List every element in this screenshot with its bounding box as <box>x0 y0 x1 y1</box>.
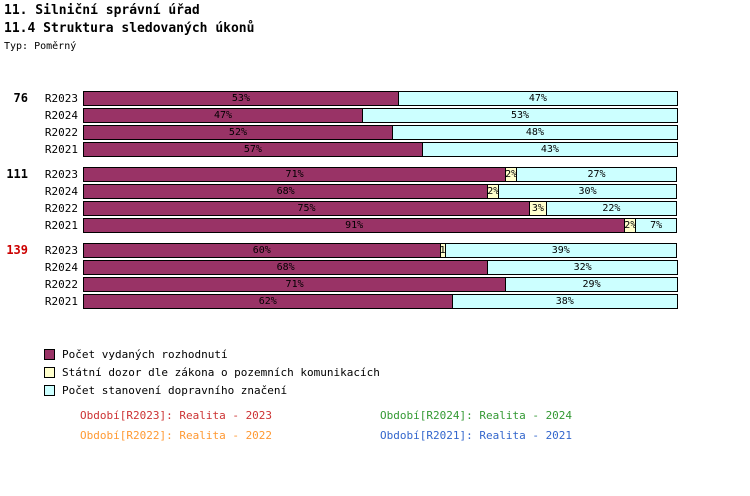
chart-row: R2024 68% 32% <box>0 260 750 275</box>
period-label: R2021 <box>44 143 78 156</box>
group-total-label <box>0 294 28 309</box>
group-total-label <box>0 184 28 199</box>
bar-segment: 53% <box>83 91 399 106</box>
legend-swatch <box>44 384 55 396</box>
chart-subtitle: 11.4 Struktura sledovaných úkonů <box>4 21 255 36</box>
period-label: R2023 <box>44 92 78 105</box>
bar-segment: 39% <box>444 243 677 258</box>
bar-segment: 52% <box>83 125 393 140</box>
bar-segment: 68% <box>83 184 489 199</box>
legend-item: Státní dozor dle zákona o pozemních komu… <box>44 363 380 381</box>
bar-segment: 62% <box>83 294 453 309</box>
legend-label: Počet stanovení dopravního značení <box>62 383 288 397</box>
chart-legend: Počet vydaných rozhodnutí Státní dozor dl… <box>44 345 380 399</box>
period-label: R2024 <box>44 185 78 198</box>
chart-row: R2024 47% 53% <box>0 108 750 123</box>
group-total-label: 111 <box>6 167 28 181</box>
period-label: R2023 <box>44 168 78 181</box>
group-total-label <box>0 108 28 123</box>
bar-segment: 47% <box>397 91 678 106</box>
stacked-bar: 68% 32% <box>83 260 679 275</box>
legend-swatch <box>44 348 55 360</box>
chart-row: 76 R2023 53% 47% <box>0 91 750 106</box>
stacked-bar-chart: 76 R2023 53% 47% R2024 47% 53% R2022 52% 48% R2021… <box>0 91 750 311</box>
bar-segment: 71% <box>83 277 507 292</box>
bar-segment: 60% <box>83 243 441 258</box>
group-total-label <box>0 218 28 233</box>
bar-segment: 53% <box>362 108 678 123</box>
chart-row: R2022 52% 48% <box>0 125 750 140</box>
legend-label: Počet vydaných rozhodnutí <box>62 347 228 361</box>
legend-swatch <box>44 366 55 378</box>
bar-segment: 48% <box>391 125 678 140</box>
chart-row: R2022 71% 29% <box>0 277 750 292</box>
stacked-bar: 47% 53% <box>83 108 679 123</box>
bar-segment: 27% <box>516 167 677 182</box>
chart-row: R2021 62% 38% <box>0 294 750 309</box>
stacked-bar: 71% 29% <box>83 277 679 292</box>
period-label: R2021 <box>44 219 78 232</box>
chart-type-note: Typ: Poměrný <box>4 41 77 52</box>
bar-segment: 32% <box>487 260 678 275</box>
bar-segment: 30% <box>498 184 677 199</box>
group-total-label: 139 <box>6 243 28 257</box>
legend-item: Počet stanovení dopravního značení <box>44 381 380 399</box>
legend-label: Státní dozor dle zákona o pozemních komu… <box>62 365 380 379</box>
chart-row: R2022 75% 3% 22% <box>0 201 750 216</box>
group-total-label <box>0 142 28 157</box>
period-annotations: Období[R2023]: Realita - 2023 Období[R202… <box>80 409 572 442</box>
bar-segment: 68% <box>83 260 489 275</box>
period-label: R2022 <box>44 202 78 215</box>
period-annotation: Období[R2022]: Realita - 2022 <box>80 429 273 442</box>
stacked-bar: 57% 43% <box>83 142 679 157</box>
stacked-bar: 68% 2% 30% <box>83 184 679 199</box>
period-label: R2024 <box>44 109 78 122</box>
period-label: R2022 <box>44 126 78 139</box>
chart-row: 111 R2023 71% 2% 27% <box>0 167 750 182</box>
bar-segment: 47% <box>83 108 364 123</box>
stacked-bar: 53% 47% <box>83 91 679 106</box>
group-total-label <box>0 260 28 275</box>
chart-row: 139 R2023 60% 1 39% <box>0 243 750 258</box>
page-title: 11. Silniční správní úřad <box>4 3 200 18</box>
stacked-bar: 60% 1 39% <box>83 243 679 258</box>
period-label: R2023 <box>44 244 78 257</box>
bar-segment: 57% <box>83 142 423 157</box>
chart-row: R2024 68% 2% 30% <box>0 184 750 199</box>
bar-segment: 29% <box>505 277 678 292</box>
stacked-bar: 62% 38% <box>83 294 679 309</box>
period-annotation: Období[R2024]: Realita - 2024 <box>380 409 573 422</box>
period-annotation: Období[R2021]: Realita - 2021 <box>380 429 573 442</box>
period-annotation: Období[R2023]: Realita - 2023 <box>80 409 273 422</box>
stacked-bar: 52% 48% <box>83 125 679 140</box>
period-label: R2022 <box>44 278 78 291</box>
period-label: R2021 <box>44 295 78 308</box>
chart-row: R2021 91% 2% 7% <box>0 218 750 233</box>
bar-segment: 38% <box>451 294 678 309</box>
group-total-label: 76 <box>13 91 28 105</box>
group-total-label <box>0 201 28 216</box>
period-label: R2024 <box>44 261 78 274</box>
bar-segment: 43% <box>421 142 678 157</box>
bar-segment: 71% <box>83 167 507 182</box>
stacked-bar: 75% 3% 22% <box>83 201 679 216</box>
bar-segment: 75% <box>83 201 530 216</box>
stacked-bar: 91% 2% 7% <box>83 218 679 233</box>
legend-item: Počet vydaných rozhodnutí <box>44 345 380 363</box>
stacked-bar: 71% 2% 27% <box>83 167 679 182</box>
chart-row: R2021 57% 43% <box>0 142 750 157</box>
bar-segment: 3% <box>529 201 547 216</box>
group-total-label <box>0 277 28 292</box>
group-total-label <box>0 125 28 140</box>
bar-segment: 22% <box>545 201 677 216</box>
bar-segment: 91% <box>83 218 626 233</box>
bar-segment: 7% <box>635 218 677 233</box>
